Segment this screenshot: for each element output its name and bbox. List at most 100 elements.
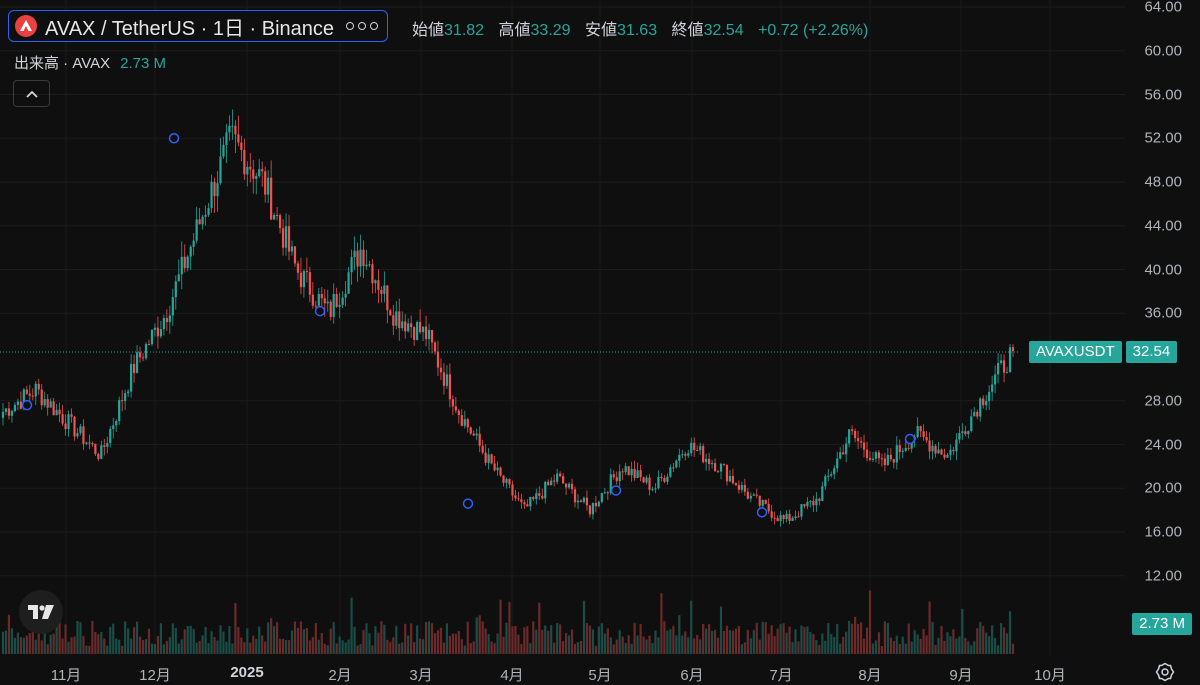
symbol-title: AVAX / TetherUS · 1日 · Binance [45,17,335,40]
candle-body [457,410,460,416]
candle-body [332,294,335,317]
volume-bar [764,622,767,654]
volume-bar [609,637,612,654]
volume-bar [684,631,687,654]
candle-body [52,401,55,416]
volume-bar [43,627,46,654]
candle-body [710,463,714,465]
candle-body [889,454,892,460]
settings-icon[interactable] [1155,662,1175,682]
volume-bar [37,624,40,654]
candle-body [600,493,603,502]
candle-body [815,498,818,506]
volume-bar [853,616,857,654]
candle-body [901,450,904,452]
close-label: 終値 [671,22,704,39]
volume-bar [258,626,261,654]
volume-bar [496,633,499,654]
candle-body [284,226,288,248]
volume-bar [389,641,392,654]
volume-bar [898,643,901,654]
candle-body [886,454,889,466]
volume-bar [997,645,1000,654]
volume-bar [871,643,875,654]
candle-body [97,453,100,459]
candle-body [55,409,58,416]
volume-bar [231,643,234,654]
volume-bar [463,645,466,654]
candle-body [749,495,752,499]
candle-body [61,414,64,424]
candle-body [338,304,341,307]
candle-body [818,498,821,501]
candle-body [4,408,8,412]
open-value: 31.82 [444,22,485,39]
volume-bar [848,621,851,654]
volume-bar [564,633,568,654]
event-marker [168,133,180,144]
volume-bar [79,622,82,654]
volume-bar [532,621,535,654]
volume-bar [1,631,5,654]
candle-body [49,401,52,408]
volume-bar [865,627,869,654]
y-tick-label: 56.00 [1144,86,1182,103]
volume-bar [845,631,848,654]
volume-bar [892,641,895,654]
candle-body [356,250,359,267]
candle-body [442,372,446,386]
volume-bar [427,621,431,654]
volume-bar [94,631,97,654]
volume-bar [249,642,252,654]
candle-body [609,474,612,493]
candle-body [150,329,154,345]
volume-bar [469,643,472,654]
volume-bar [395,625,398,654]
candle-body [31,395,34,397]
volume-bar [505,622,508,654]
candle-body [419,322,422,333]
volume-bar [895,635,898,654]
candle-body [672,467,675,469]
volume-bar [675,635,678,654]
volume-bar [267,622,270,654]
tradingview-logo-icon[interactable] [19,590,63,634]
volume-bar [398,643,401,654]
candle-body [776,518,779,522]
collapse-button[interactable] [13,80,50,107]
candle-body [705,458,708,463]
candle-body [219,156,222,184]
volume-bar [979,622,982,654]
candle-body [967,431,970,435]
candle-body [800,504,803,517]
volume-bar [430,623,434,654]
y-tick-label: 36.00 [1144,304,1182,322]
volume-bar [651,643,654,654]
volume-bar [320,633,323,654]
candle-body [469,427,472,434]
candle-body [624,466,627,473]
volume-bar [725,625,729,654]
volume-bar [660,593,663,654]
volume-tag: 2.73 M [1132,613,1192,635]
candle-body [192,240,195,247]
candle-body [639,470,642,478]
candle-body [937,449,940,454]
candle-body [895,445,898,463]
volume-bar [121,645,124,654]
volume-bar [284,639,288,654]
volume-bar [362,630,365,654]
volume-bar [46,644,49,654]
volume-bar [913,630,916,654]
volume-bar [550,625,553,654]
candle-body [842,452,845,455]
candle-body [463,419,466,426]
candle-body [377,280,380,290]
volume-bar [85,645,88,654]
x-tick-label: 12月 [139,667,171,684]
volume-bar [368,633,371,654]
volume-bar [61,638,64,654]
candle-body [165,317,168,323]
symbol-header[interactable]: AVAX / TetherUS · 1日 · Binance [8,10,388,42]
